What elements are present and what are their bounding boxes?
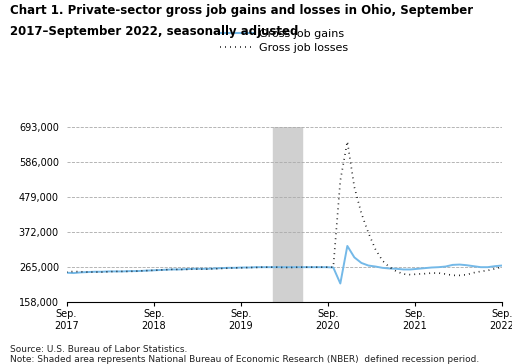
Legend: Gross job gains, Gross job losses: Gross job gains, Gross job losses — [216, 25, 353, 57]
Bar — [273, 127, 302, 302]
Text: Chart 1. Private-sector gross job gains and losses in Ohio, September: Chart 1. Private-sector gross job gains … — [10, 4, 474, 17]
Text: 2017–September 2022, seasonally adjusted: 2017–September 2022, seasonally adjusted — [10, 25, 298, 39]
Text: Source: U.S. Bureau of Labor Statistics.
Note: Shaded area represents National B: Source: U.S. Bureau of Labor Statistics.… — [10, 345, 480, 364]
